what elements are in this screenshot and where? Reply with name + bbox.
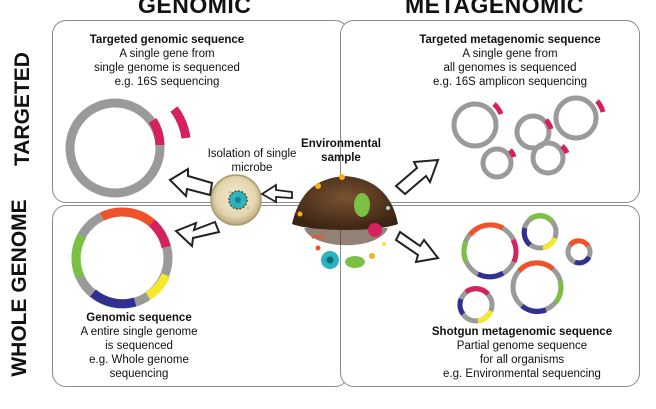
caption-line: e.g. 16S amplicon sequencing	[432, 76, 588, 88]
caption-line: A single gene from	[462, 48, 558, 60]
caption-line: Partial genome sequence	[456, 340, 588, 352]
caption-line: e.g. Environmental sequencing	[443, 368, 601, 380]
arrow-to-petri-dish	[260, 183, 293, 204]
metagenome-rings-targeted	[451, 95, 599, 180]
caption-line: all genomes is sequenced	[443, 62, 577, 74]
arrow-to-whole-genome	[174, 220, 221, 249]
column-header-genomic: GENOMIC	[138, 0, 252, 18]
single-genome-ring	[65, 98, 191, 198]
environmental-sample-label-line: Environmental	[301, 138, 381, 150]
environmental-sample-label: Environmental sample	[296, 137, 386, 165]
arrow-to-single-genome	[168, 167, 214, 199]
whole-genome-ring	[71, 207, 173, 309]
caption-line: e.g. Whole genome	[89, 354, 189, 366]
caption-shotgun-metagenomic: Shotgun metagenomic sequence Partial gen…	[412, 325, 632, 381]
caption-title: Shotgun metagenomic sequence	[431, 326, 613, 338]
arrow-to-targeted-metagenomic	[394, 158, 440, 196]
caption-line: e.g. 16S sequencing	[114, 76, 220, 88]
shotgun-rings	[457, 213, 593, 324]
caption-line: is sequenced	[105, 340, 173, 352]
caption-title: Genomic sequence	[86, 312, 192, 324]
caption-line: A entire single genome	[80, 326, 198, 338]
isolation-label-line: microbe	[231, 162, 273, 174]
caption-line: sequencing	[109, 368, 169, 380]
caption-title: Targeted genomic sequence	[89, 34, 245, 46]
environmental-sample-icon	[292, 174, 398, 269]
isolation-label-line: Isolation of single	[207, 148, 297, 160]
column-header-metagenomic: METAGENOMIC	[405, 0, 584, 18]
environmental-sample-label-line: sample	[321, 152, 361, 164]
caption-genomic: Genomic sequence A entire single genome …	[64, 311, 214, 381]
petri-dish-icon	[210, 174, 262, 226]
panel-targeted-genomic	[52, 20, 349, 203]
isolation-label: Isolation of single microbe	[192, 147, 312, 175]
caption-line: for all organisms	[479, 354, 565, 366]
metagenome-gene-marks	[492, 99, 606, 158]
caption-targeted-genomic: Targeted genomic sequence A single gene …	[62, 33, 272, 89]
caption-line: A single gene from	[119, 48, 215, 60]
caption-title: Targeted metagenomic sequence	[419, 34, 601, 46]
caption-line: single genome is sequenced	[94, 62, 240, 74]
caption-targeted-metagenomic: Targeted metagenomic sequence A single g…	[400, 33, 620, 89]
arrow-to-shotgun-metagenomic	[394, 230, 440, 264]
